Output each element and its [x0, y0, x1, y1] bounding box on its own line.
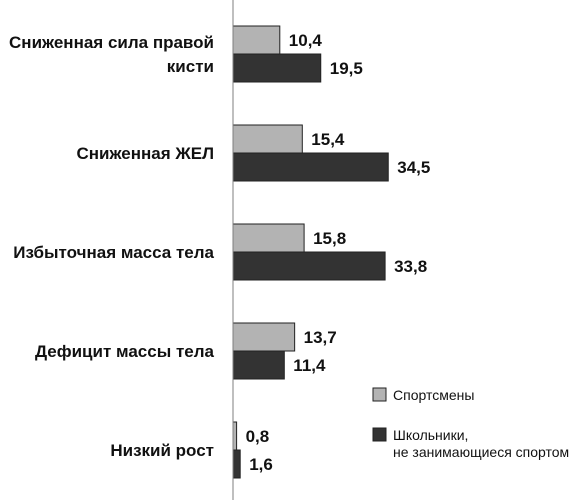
category-label-line: Низкий рост [110, 441, 214, 460]
bars-layer [232, 25, 389, 479]
bar-non-athletes-1 [232, 152, 389, 182]
bar-non-athletes-0 [232, 53, 322, 83]
category-label: Дефицит массы тела [35, 342, 215, 361]
bar-non-athletes-2 [232, 251, 386, 281]
legend-label-line: не занимающиеся спортом [393, 444, 569, 460]
legend-swatch-non-athletes [372, 427, 387, 442]
category-label: Сниженная сила правой кисти [9, 33, 214, 76]
legend: Спортсмены Школьники, не занимающиеся спор… [372, 387, 569, 460]
value-label: 19,5 [330, 59, 363, 78]
legend-label-athletes: Спортсмены [393, 387, 474, 403]
category-label: Избыточная масса тела [13, 243, 214, 262]
value-label: 15,4 [311, 130, 345, 149]
value-label: 34,5 [397, 158, 430, 177]
bar-athletes-3 [232, 322, 296, 352]
bar-athletes-4 [232, 421, 238, 451]
value-label: 10,4 [289, 31, 323, 50]
bar-athletes-0 [232, 25, 281, 55]
value-label: 0,8 [246, 427, 270, 446]
category-label-line: Дефицит массы тела [35, 342, 215, 361]
category-label: Низкий рост [110, 441, 214, 460]
value-label: 33,8 [394, 257, 427, 276]
category-labels-layer: Сниженная сила правой кисти Сниженная ЖЕЛ И… [9, 33, 215, 460]
legend-label-non-athletes: Школьники, не занимающиеся спортом [393, 427, 569, 460]
bar-athletes-1 [232, 124, 303, 154]
legend-swatch-athletes [372, 387, 387, 402]
bar-athletes-2 [232, 223, 305, 253]
category-label-line: Сниженная сила правой [9, 33, 214, 52]
category-label: Сниженная ЖЕЛ [76, 144, 214, 163]
category-label-line: Избыточная масса тела [13, 243, 214, 262]
value-label: 11,4 [293, 356, 326, 375]
value-label: 1,6 [249, 455, 273, 474]
value-labels-layer: 10,4 19,5 15,4 34,5 15,8 33,8 13,7 11,4 0,8 1,6 [246, 31, 431, 474]
bar-non-athletes-4 [232, 449, 241, 479]
value-label: 15,8 [313, 229, 346, 248]
category-label-line: кисти [167, 57, 214, 76]
value-label: 13,7 [304, 328, 337, 347]
category-label-line: Сниженная ЖЕЛ [76, 144, 214, 163]
bar-non-athletes-3 [232, 350, 285, 380]
legend-label-line: Школьники, [393, 427, 468, 443]
